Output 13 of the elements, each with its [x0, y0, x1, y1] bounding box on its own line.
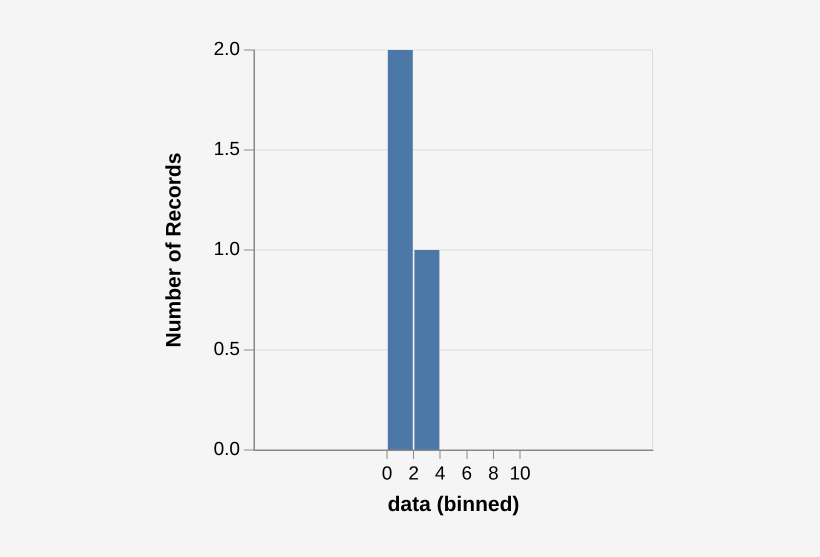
y-axis-title: Number of Records	[162, 152, 186, 348]
x-tick-label: 2	[408, 464, 419, 485]
y-tick-label: 1.5	[214, 139, 240, 160]
x-axis-title: data (binned)	[388, 493, 520, 516]
x-tick-label: 8	[488, 464, 499, 485]
y-tick-label: 0.0	[214, 439, 240, 460]
y-tick-label: 2.0	[214, 39, 240, 60]
y-tick-label: 0.5	[214, 339, 240, 360]
x-tick-label: 0	[382, 464, 392, 485]
x-tick-label: 4	[434, 464, 446, 485]
y-tick-label: 1.0	[214, 239, 240, 260]
x-tick-label: 6	[462, 464, 472, 485]
x-tick-label: 10	[509, 464, 531, 485]
